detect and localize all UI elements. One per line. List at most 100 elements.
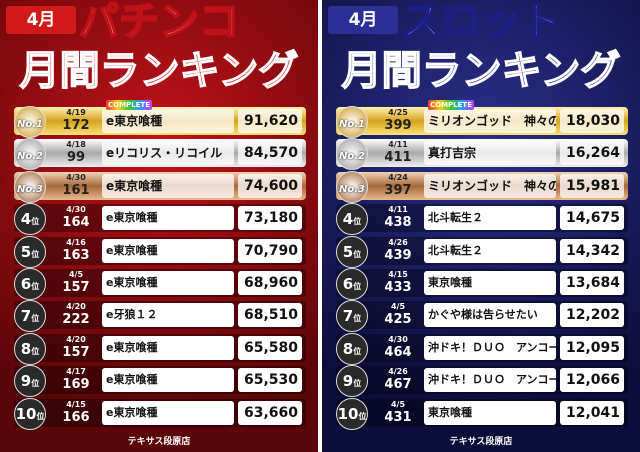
machine-name: e東京喰種	[102, 368, 234, 393]
machine-number: 157	[62, 344, 90, 360]
rank-number: 10	[337, 404, 359, 423]
complete-badge: COMPLETE	[106, 100, 152, 110]
store-name: テキサス段原店	[449, 437, 513, 447]
date: 4/5	[390, 302, 406, 312]
value: 70,790	[238, 238, 302, 263]
value: 14,675	[560, 206, 624, 231]
date-machine: 4/16 163	[54, 238, 98, 263]
ranking-row: 7位 4/5 425 かぐや様は告らせたい 12,202	[336, 300, 628, 333]
machine-number: 399	[384, 118, 412, 133]
rank-suffix: 位	[31, 379, 40, 389]
rank-number: 7	[20, 307, 32, 326]
rank-number: 4	[342, 210, 354, 229]
value: 73,180	[238, 206, 302, 231]
date-machine: 4/26 439	[376, 238, 420, 263]
date-machine: 4/30 464	[376, 335, 420, 360]
date: 4/16	[66, 237, 86, 247]
date-machine: 4/17 169	[54, 367, 98, 392]
date: 4/20	[66, 334, 86, 344]
date: 4/26	[388, 367, 408, 377]
machine-name: e東京喰種	[102, 400, 234, 425]
ranking-row: 4位 4/30 164 e東京喰種 73,180	[14, 203, 306, 236]
rank-badge: 10位	[14, 397, 46, 430]
machine-number: 467	[384, 377, 412, 393]
panel-subtitle: 月間ランキング	[19, 47, 299, 95]
date-machine: 4/20 157	[54, 335, 98, 360]
rank-suffix: 位	[353, 346, 362, 356]
date-machine: 4/20 222	[54, 302, 98, 327]
panel-title: パチンコ	[78, 0, 240, 45]
rank-number: 5	[20, 242, 32, 261]
date: 4/30	[388, 334, 408, 344]
date: 4/5	[390, 399, 406, 409]
rank-label: No.2	[339, 151, 365, 163]
machine-name: e東京喰種	[102, 173, 234, 198]
value: 68,960	[238, 271, 302, 295]
rank-badge: 7位	[336, 300, 368, 333]
machine-number: 411	[384, 150, 412, 166]
rank-badge: 8位	[336, 332, 368, 365]
machine-name: 北斗転生２	[424, 206, 556, 231]
rank-suffix: 位	[358, 411, 367, 421]
rank-badge: 5位	[14, 235, 46, 268]
date: 4/5	[68, 270, 84, 279]
date-machine: 4/26 467	[376, 367, 420, 392]
rank-badge: No.2	[336, 138, 368, 171]
date: 4/15	[66, 399, 86, 409]
value: 65,530	[238, 368, 302, 393]
ranking-row: 10位 4/5 431 東京喰種 12,041	[336, 397, 628, 430]
date-machine: 4/30 164	[54, 205, 98, 230]
machine-number: 161	[62, 182, 90, 198]
rank-number: 6	[342, 275, 354, 293]
date-machine: 4/30 161	[54, 173, 98, 198]
machine-number: 464	[384, 344, 412, 360]
rank-badge: No.2	[14, 138, 46, 171]
rank-number: 4	[20, 210, 32, 229]
panel: パチンコ 4月 月間ランキング No.1 4/19 172 e東京喰種 91,620 COMPL…	[0, 0, 318, 452]
value: 13,684	[560, 271, 624, 295]
ranking-row: 5位 4/26 439 北斗転生２ 14,342	[336, 235, 628, 268]
machine-name: 沖ドキ！ＤＵＯ アンコール	[424, 335, 556, 360]
ranking-row: No.2 4/18 99 eリコリス・リコイル 84,570	[14, 138, 306, 171]
date-machine: 4/5 425	[376, 302, 420, 327]
rank-number: 5	[342, 242, 354, 261]
value: 12,202	[560, 303, 624, 328]
ranking-row: 5位 4/16 163 e東京喰種 70,790	[14, 235, 306, 268]
rank-suffix: 位	[353, 282, 362, 291]
rank-label: No.1	[17, 119, 43, 130]
machine-number: 164	[62, 215, 90, 231]
value: 18,030	[560, 109, 624, 133]
ranking-row: 4位 4/11 438 北斗転生２ 14,675	[336, 203, 628, 236]
machine-name: 真打吉宗	[424, 141, 556, 166]
value: 63,660	[238, 400, 302, 425]
ranking-row: 7位 4/20 222 e牙狼１２ 68,510	[14, 300, 306, 333]
ranking-row: 6位 4/15 433 東京喰種 13,684	[336, 268, 628, 300]
rank-badge: 9位	[14, 365, 46, 398]
value: 91,620	[238, 109, 302, 133]
ranking-row: 8位 4/20 157 e東京喰種 65,580	[14, 332, 306, 365]
value: 16,264	[560, 141, 624, 166]
rank-label: No.3	[17, 183, 43, 195]
value: 84,570	[238, 141, 302, 166]
machine-number: 397	[384, 182, 412, 198]
rank-badge: 4位	[14, 203, 46, 236]
value: 74,600	[238, 173, 302, 198]
rank-badge: 5位	[336, 235, 368, 268]
rank-suffix: 位	[31, 217, 40, 227]
machine-name: かぐや様は告らせたい	[424, 303, 556, 328]
date: 4/15	[388, 270, 408, 279]
date: 4/25	[388, 108, 408, 117]
ranking-row: 9位 4/17 169 e東京喰種 65,530	[14, 365, 306, 398]
rank-badge: No.3	[336, 170, 368, 203]
rank-badge: 6位	[14, 268, 46, 300]
value: 14,342	[560, 238, 624, 263]
machine-number: 439	[384, 247, 412, 263]
machine-name: e牙狼１２	[102, 303, 234, 328]
date: 4/18	[66, 140, 86, 150]
rank-suffix: 位	[353, 314, 362, 324]
rank-badge: No.1	[336, 106, 368, 138]
date-machine: 4/5 431	[376, 400, 420, 425]
rank-label: No.3	[339, 183, 365, 195]
